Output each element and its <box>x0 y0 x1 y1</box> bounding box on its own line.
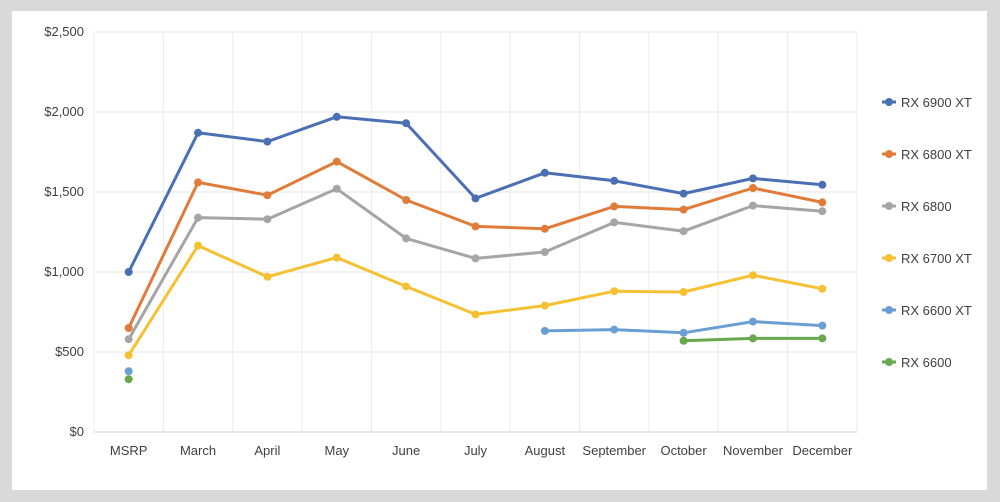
data-point <box>818 334 827 343</box>
data-point <box>610 218 619 227</box>
legend-entry: RX 6800 <box>901 199 952 214</box>
data-point <box>194 213 203 222</box>
data-point <box>818 198 827 207</box>
line-chart: $0 $500 $1,000 $1,500 $2,000 $2,500 MSRP March A… <box>44 24 972 458</box>
data-point <box>748 184 757 192</box>
x-tick-label: November <box>723 443 784 458</box>
x-tick-label: MSRP <box>110 443 148 458</box>
data-point <box>818 180 827 189</box>
data-point <box>263 137 272 146</box>
data-point <box>748 174 757 183</box>
data-point <box>610 176 619 185</box>
data-point <box>540 326 549 335</box>
data-point <box>540 224 549 233</box>
data-point <box>402 196 411 204</box>
y-tick-label: $500 <box>55 344 84 359</box>
chart-frame: $0 $500 $1,000 $1,500 $2,000 $2,500 MSRP March A… <box>12 11 987 490</box>
legend-entry: RX 6700 XT <box>901 251 972 266</box>
series-layer <box>124 112 827 384</box>
data-point <box>263 191 272 200</box>
series-rx-6800-xt <box>124 157 827 332</box>
data-point <box>263 272 272 281</box>
x-tick-label: June <box>392 443 420 458</box>
data-point <box>124 335 133 344</box>
y-tick-label: $1,000 <box>44 264 84 279</box>
y-tick-label: $2,500 <box>44 24 84 39</box>
y-tick-label: $0 <box>70 424 84 439</box>
data-point <box>194 241 203 250</box>
data-point <box>679 189 688 198</box>
data-point <box>818 207 827 216</box>
legend: RX 6900 XT RX 6800 XT RX 6800 RX 6700 XT RX … <box>882 95 972 370</box>
data-point <box>540 248 549 256</box>
data-point <box>332 184 341 193</box>
data-point <box>194 128 203 137</box>
data-point <box>610 325 619 334</box>
x-tick-label: December <box>792 443 853 458</box>
x-tick-label: July <box>464 443 488 458</box>
data-point <box>402 119 411 128</box>
data-point <box>679 227 688 236</box>
x-tick-label: May <box>324 443 349 458</box>
data-point <box>402 282 411 291</box>
y-tick-label: $2,000 <box>44 104 84 119</box>
data-point <box>332 253 341 262</box>
legend-point-marker <box>885 98 893 106</box>
legend-point-marker <box>885 150 893 158</box>
data-point <box>540 301 549 310</box>
data-point <box>471 310 480 319</box>
series-rx-6600 <box>124 334 827 384</box>
grid-layer <box>93 31 858 433</box>
legend-point-marker <box>885 254 893 262</box>
data-point <box>124 351 133 360</box>
axis-layer: $0 $500 $1,000 $1,500 $2,000 $2,500 MSRP March A… <box>44 24 857 458</box>
data-point <box>124 268 133 276</box>
legend-point-marker <box>885 306 893 314</box>
data-point <box>679 205 688 214</box>
data-point <box>332 112 341 121</box>
legend-point-marker <box>885 358 893 366</box>
data-point <box>263 215 272 224</box>
data-point <box>610 202 619 211</box>
data-point <box>471 254 480 263</box>
y-tick-label: $1,500 <box>44 184 84 199</box>
data-point <box>748 317 757 326</box>
series-rx-6800 <box>124 184 827 344</box>
data-point <box>471 194 480 203</box>
x-tick-label: October <box>660 443 707 458</box>
x-tick-label: September <box>582 443 646 458</box>
data-point <box>679 288 688 296</box>
legend-entry: RX 6600 XT <box>901 303 972 318</box>
series-rx-6900-xt <box>124 112 827 276</box>
x-tick-label: August <box>525 443 566 458</box>
data-point <box>194 178 203 187</box>
data-point <box>540 168 549 177</box>
data-point <box>124 375 133 384</box>
data-point <box>818 321 827 330</box>
data-point <box>748 334 757 343</box>
data-point <box>402 234 411 243</box>
legend-entry: RX 6800 XT <box>901 147 972 162</box>
data-point <box>748 271 757 280</box>
x-tick-label: April <box>254 443 280 458</box>
data-point <box>124 367 133 376</box>
data-point <box>679 336 688 345</box>
data-point <box>610 287 619 296</box>
data-point <box>679 328 688 337</box>
data-point <box>332 157 341 166</box>
data-point <box>818 284 827 293</box>
series-rx-6600-xt <box>124 317 827 376</box>
data-point <box>748 201 757 210</box>
data-point <box>124 324 133 332</box>
legend-entry: RX 6900 XT <box>901 95 972 110</box>
x-tick-label: March <box>180 443 216 458</box>
series-rx-6700-xt <box>124 241 827 360</box>
legend-point-marker <box>885 202 893 210</box>
legend-entry: RX 6600 <box>901 355 952 370</box>
data-point <box>471 222 480 231</box>
